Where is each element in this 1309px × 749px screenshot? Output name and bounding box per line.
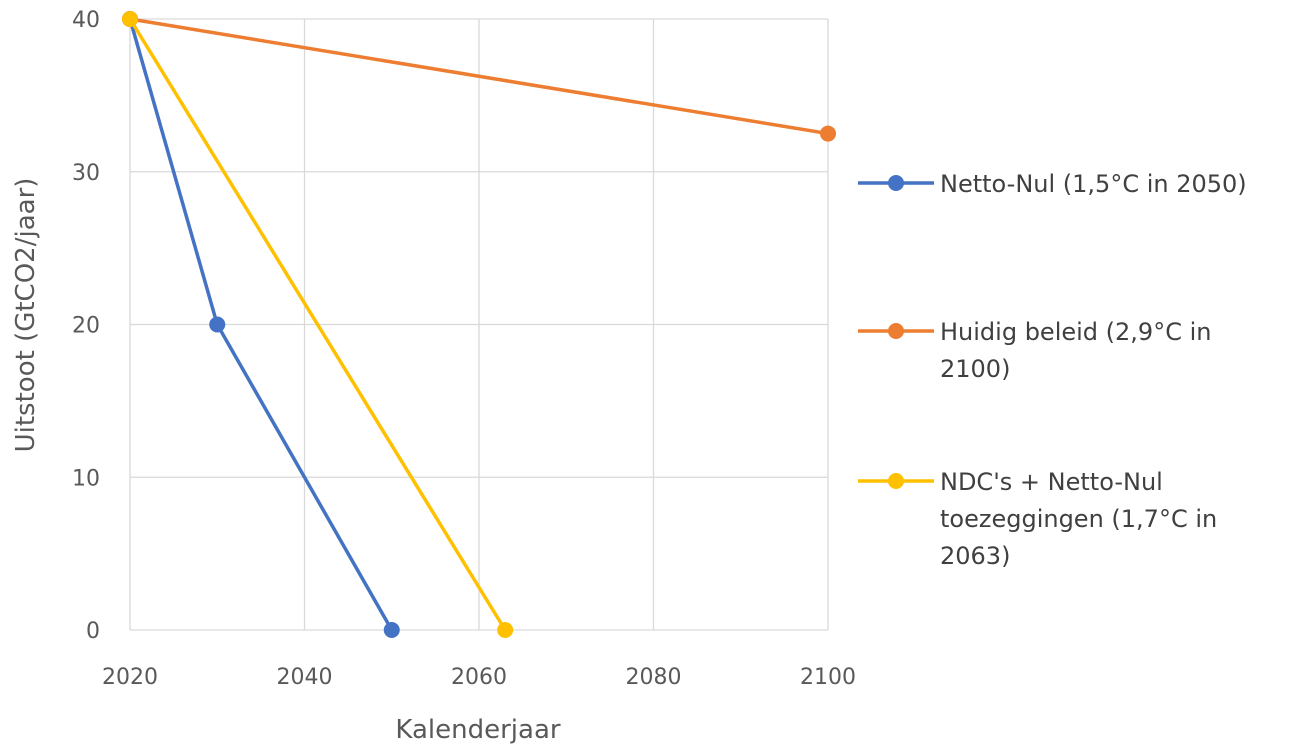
y-axis-title: Uitstoot (GtCO2/jaar)	[11, 178, 41, 453]
y-tick-label: 0	[86, 619, 100, 644]
legend-label-netto-nul: Netto-Nul (1,5°C in 2050)	[940, 170, 1247, 198]
x-tick-label: 2080	[626, 665, 682, 690]
series-line-huidig-beleid	[128, 17, 830, 136]
y-tick-label: 30	[72, 161, 100, 186]
series-ndc-netto-nul	[122, 11, 514, 638]
data-point-netto-nul	[209, 316, 226, 333]
legend-marker-huidig-beleid	[888, 323, 904, 339]
legend-label-ndc-netto-nul: toezeggingen (1,7°C in	[940, 505, 1217, 533]
legend-item-netto-nul: Netto-Nul (1,5°C in 2050)	[858, 170, 1247, 198]
legend-label-huidig-beleid: Huidig beleid (2,9°C in	[940, 318, 1211, 346]
y-tick-label: 20	[72, 314, 100, 339]
legend: Netto-Nul (1,5°C in 2050) Huidig beleid (…	[858, 170, 1247, 570]
series-group	[122, 11, 836, 638]
legend-marker-ndc-netto-nul	[888, 473, 904, 489]
x-tick-label: 2060	[451, 665, 507, 690]
data-point-huidig-beleid	[820, 125, 836, 142]
data-point-ndc-netto-nul	[497, 622, 514, 638]
data-point-netto-nul	[383, 622, 400, 638]
y-tick-label: 40	[72, 8, 100, 33]
legend-label-ndc-netto-nul: 2063)	[940, 542, 1010, 570]
y-tick-label: 10	[72, 466, 100, 491]
series-line-ndc-netto-nul	[128, 17, 507, 632]
legend-label-huidig-beleid: 2100)	[940, 355, 1010, 383]
legend-marker-netto-nul	[888, 175, 904, 191]
x-axis-ticks: 2020 2040 2060 2080 2100	[102, 665, 856, 690]
legend-label-ndc-netto-nul: NDC's + Netto-Nul	[940, 468, 1163, 496]
x-tick-label: 2040	[277, 665, 333, 690]
legend-item-ndc-netto-nul: NDC's + Netto-Nul toezeggingen (1,7°C in 2…	[858, 468, 1217, 570]
data-point-ndc-netto-nul	[122, 11, 138, 27]
gridlines	[129, 18, 829, 631]
y-axis-ticks: 0 10 20 30 40	[72, 8, 100, 644]
x-axis-title: Kalenderjaar	[395, 715, 561, 745]
legend-item-huidig-beleid: Huidig beleid (2,9°C in 2100)	[858, 318, 1211, 383]
x-tick-label: 2020	[102, 665, 158, 690]
x-tick-label: 2100	[800, 665, 856, 690]
